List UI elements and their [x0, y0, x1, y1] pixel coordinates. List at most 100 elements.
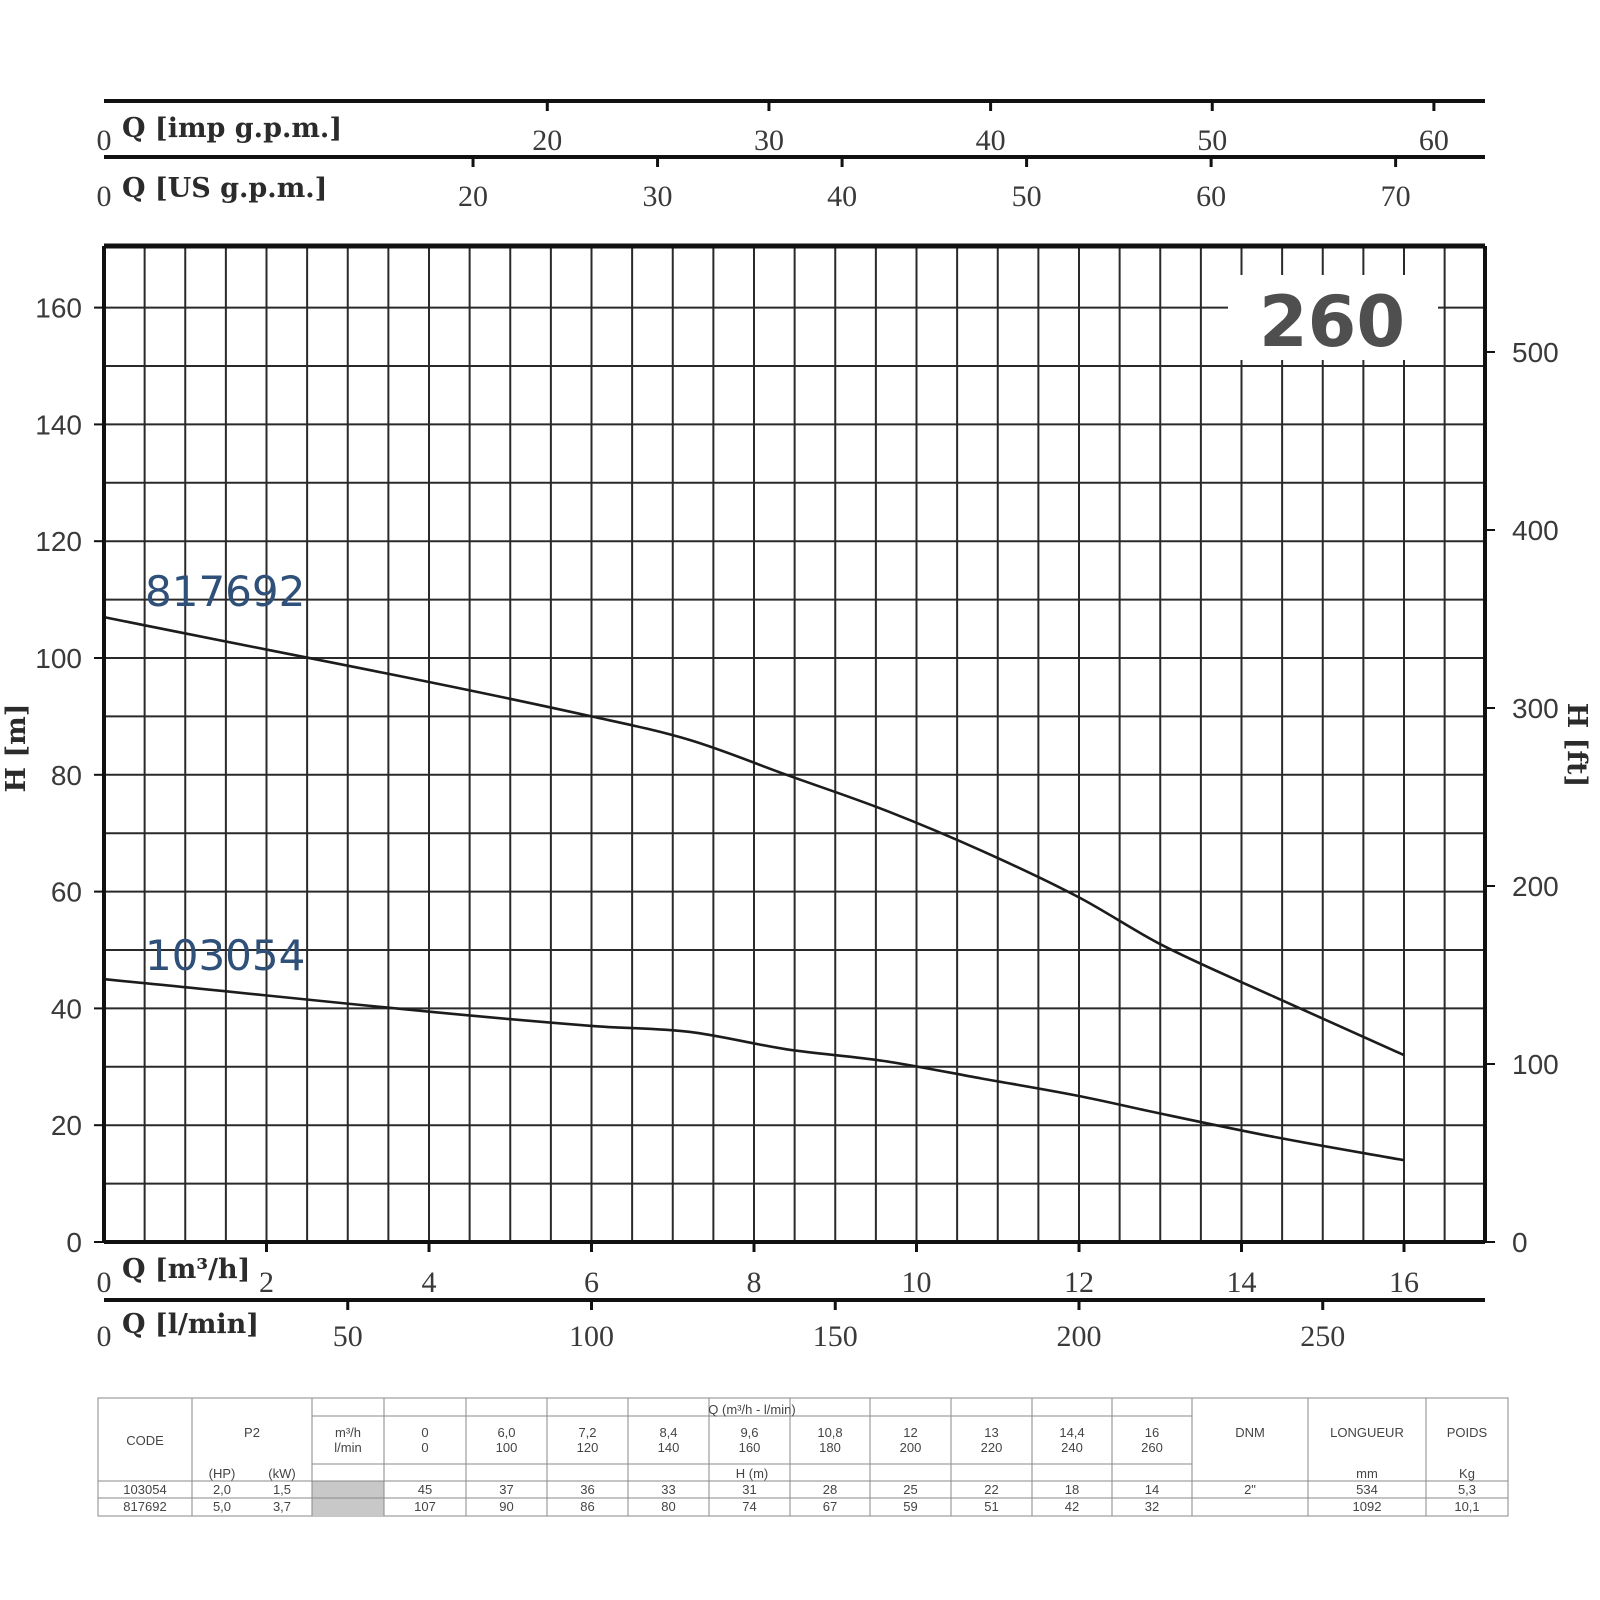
row-h-0-7: 22	[984, 1482, 998, 1497]
q-lmin-1: 100	[496, 1440, 518, 1455]
m3h-tick-label-4: 10	[902, 1266, 932, 1299]
length-unit: mm	[1356, 1466, 1378, 1481]
lmin-tick-label-0: 50	[333, 1320, 363, 1353]
h-ft-axis-label: H [ft]	[1561, 703, 1592, 788]
row-h-0-6: 25	[903, 1482, 917, 1497]
row-h-1-3: 80	[661, 1499, 675, 1514]
h-m-tick-label-8: 160	[35, 293, 82, 324]
q-m3h-5: 10,8	[817, 1425, 842, 1440]
h-ft-tick-label-0: 0	[1512, 1227, 1528, 1258]
imp-gpm-axis-label: Q [imp g.p.m.]	[122, 113, 342, 144]
h-m-axis-label: H [m]	[1, 703, 32, 792]
q-m3h-2: 7,2	[578, 1425, 596, 1440]
row-h-0-0: 45	[418, 1482, 432, 1497]
lmin-tick-label-zero: 0	[97, 1320, 112, 1353]
q-m3h-3: 8,4	[659, 1425, 677, 1440]
m3h-tick-label-6: 14	[1227, 1266, 1257, 1299]
row-h-1-2: 86	[580, 1499, 594, 1514]
imp-gpm-tick-label-4: 60	[1419, 124, 1449, 157]
row-h-0-5: 28	[823, 1482, 837, 1497]
q-lmin-3: 140	[658, 1440, 680, 1455]
q-lmin-0: 0	[421, 1440, 428, 1455]
curve-103054	[103, 977, 1405, 1162]
lmin-tick-label-1: 100	[569, 1320, 614, 1353]
m3h-tick-label-2: 6	[584, 1266, 599, 1299]
lmin-tick-label-3: 200	[1057, 1320, 1102, 1353]
dnm-value: 2"	[1244, 1482, 1256, 1497]
q-m3h-7: 13	[984, 1425, 998, 1440]
row-h-0-3: 33	[661, 1482, 675, 1497]
m3h-tick-label-5: 12	[1064, 1266, 1094, 1299]
row-h-1-8: 42	[1065, 1499, 1079, 1514]
q-lmin-6: 200	[900, 1440, 922, 1455]
dnm-header: DNM	[1235, 1425, 1265, 1440]
unit-lmin: l/min	[334, 1440, 361, 1455]
imp-gpm-tick-label-zero: 0	[97, 124, 112, 157]
row-h-0-4: 31	[742, 1482, 756, 1497]
imp-gpm-tick-label-1: 30	[754, 124, 784, 157]
imp-gpm-tick-label-0: 20	[532, 124, 562, 157]
h-header: H (m)	[736, 1466, 769, 1481]
table-border	[97, 1397, 1509, 1517]
q-header: Q (m³/h - l/min)	[708, 1402, 795, 1417]
us-gpm-tick-label-2: 40	[827, 180, 857, 213]
h-ft-tick-label-2: 200	[1512, 871, 1559, 902]
grid	[104, 246, 1485, 1242]
row-h-1-6: 59	[903, 1499, 917, 1514]
row-kw-1: 3,7	[273, 1499, 291, 1514]
lmin-tick-label-4: 250	[1300, 1320, 1345, 1353]
plot-frame	[102, 243, 1487, 1244]
row-hp-1: 5,0	[213, 1499, 231, 1514]
imp-gpm-tick-label-3: 50	[1197, 124, 1227, 157]
hp-header: (HP)	[209, 1466, 236, 1481]
q-m3h-0: 0	[421, 1425, 428, 1440]
m3h-tick-label-7: 16	[1389, 1266, 1419, 1299]
row-h-1-5: 67	[823, 1499, 837, 1514]
model-label: 260	[1259, 281, 1405, 363]
code-header: CODE	[126, 1433, 164, 1448]
weight-unit: Kg	[1459, 1466, 1475, 1481]
h-m-tick-label-5: 100	[35, 643, 82, 674]
performance-table: CODE P2 Q (m³/h - l/min) m³/hl/min 0 6,0 7,2 8,…	[97, 1397, 1509, 1517]
h-ft-tick-label-4: 400	[1512, 515, 1559, 546]
row-kw-0: 1,5	[273, 1482, 291, 1497]
q-lmin-5: 180	[819, 1440, 841, 1455]
row-h-1-1: 90	[499, 1499, 513, 1514]
lmin-axis-label: Q [l/min]	[122, 1309, 259, 1340]
m3h-tick-label-0: 2	[259, 1266, 274, 1299]
h-m-tick-label-1: 20	[51, 1110, 82, 1141]
row-weight-0: 5,3	[1458, 1482, 1476, 1497]
row-length-1: 1092	[1353, 1499, 1382, 1514]
row-h-0-2: 36	[580, 1482, 594, 1497]
us-gpm-axis-label: Q [US g.p.m.]	[122, 173, 327, 204]
h-m-tick-label-0: 0	[66, 1227, 82, 1258]
row-length-0: 534	[1356, 1482, 1378, 1497]
h-m-tick-label-3: 60	[51, 877, 82, 908]
row-hp-0: 2,0	[213, 1482, 231, 1497]
q-lmin-2: 120	[577, 1440, 599, 1455]
row-h-0-9: 14	[1145, 1482, 1159, 1497]
model-badge-background	[1228, 275, 1438, 360]
row-h-1-0: 107	[414, 1499, 436, 1514]
us-gpm-tick-label-0: 20	[458, 180, 488, 213]
q-m3h-4: 9,6	[740, 1425, 758, 1440]
q-lmin-4: 160	[739, 1440, 761, 1455]
m3h-tick-label-3: 8	[747, 1266, 762, 1299]
q-lmin-9: 260	[1141, 1440, 1163, 1455]
row-h-1-7: 51	[984, 1499, 998, 1514]
h-m-tick-label-6: 120	[35, 526, 82, 557]
lmin-tick-label-2: 150	[813, 1320, 858, 1353]
series-label-817692: 817692	[145, 567, 305, 616]
unit-m3h: m³/h	[335, 1425, 361, 1440]
row-code-1: 817692	[123, 1499, 166, 1514]
us-gpm-tick-label-5: 70	[1381, 180, 1411, 213]
q-lmin-8: 240	[1061, 1440, 1083, 1455]
q-m3h-6: 12	[903, 1425, 917, 1440]
p2-header: P2	[244, 1425, 260, 1440]
q-m3h-1: 6,0	[497, 1425, 515, 1440]
q-m3h-8: 14,4	[1059, 1425, 1084, 1440]
curve-817692	[103, 615, 1405, 1057]
weight-header: POIDS	[1447, 1425, 1488, 1440]
us-gpm-tick-label-zero: 0	[97, 180, 112, 213]
